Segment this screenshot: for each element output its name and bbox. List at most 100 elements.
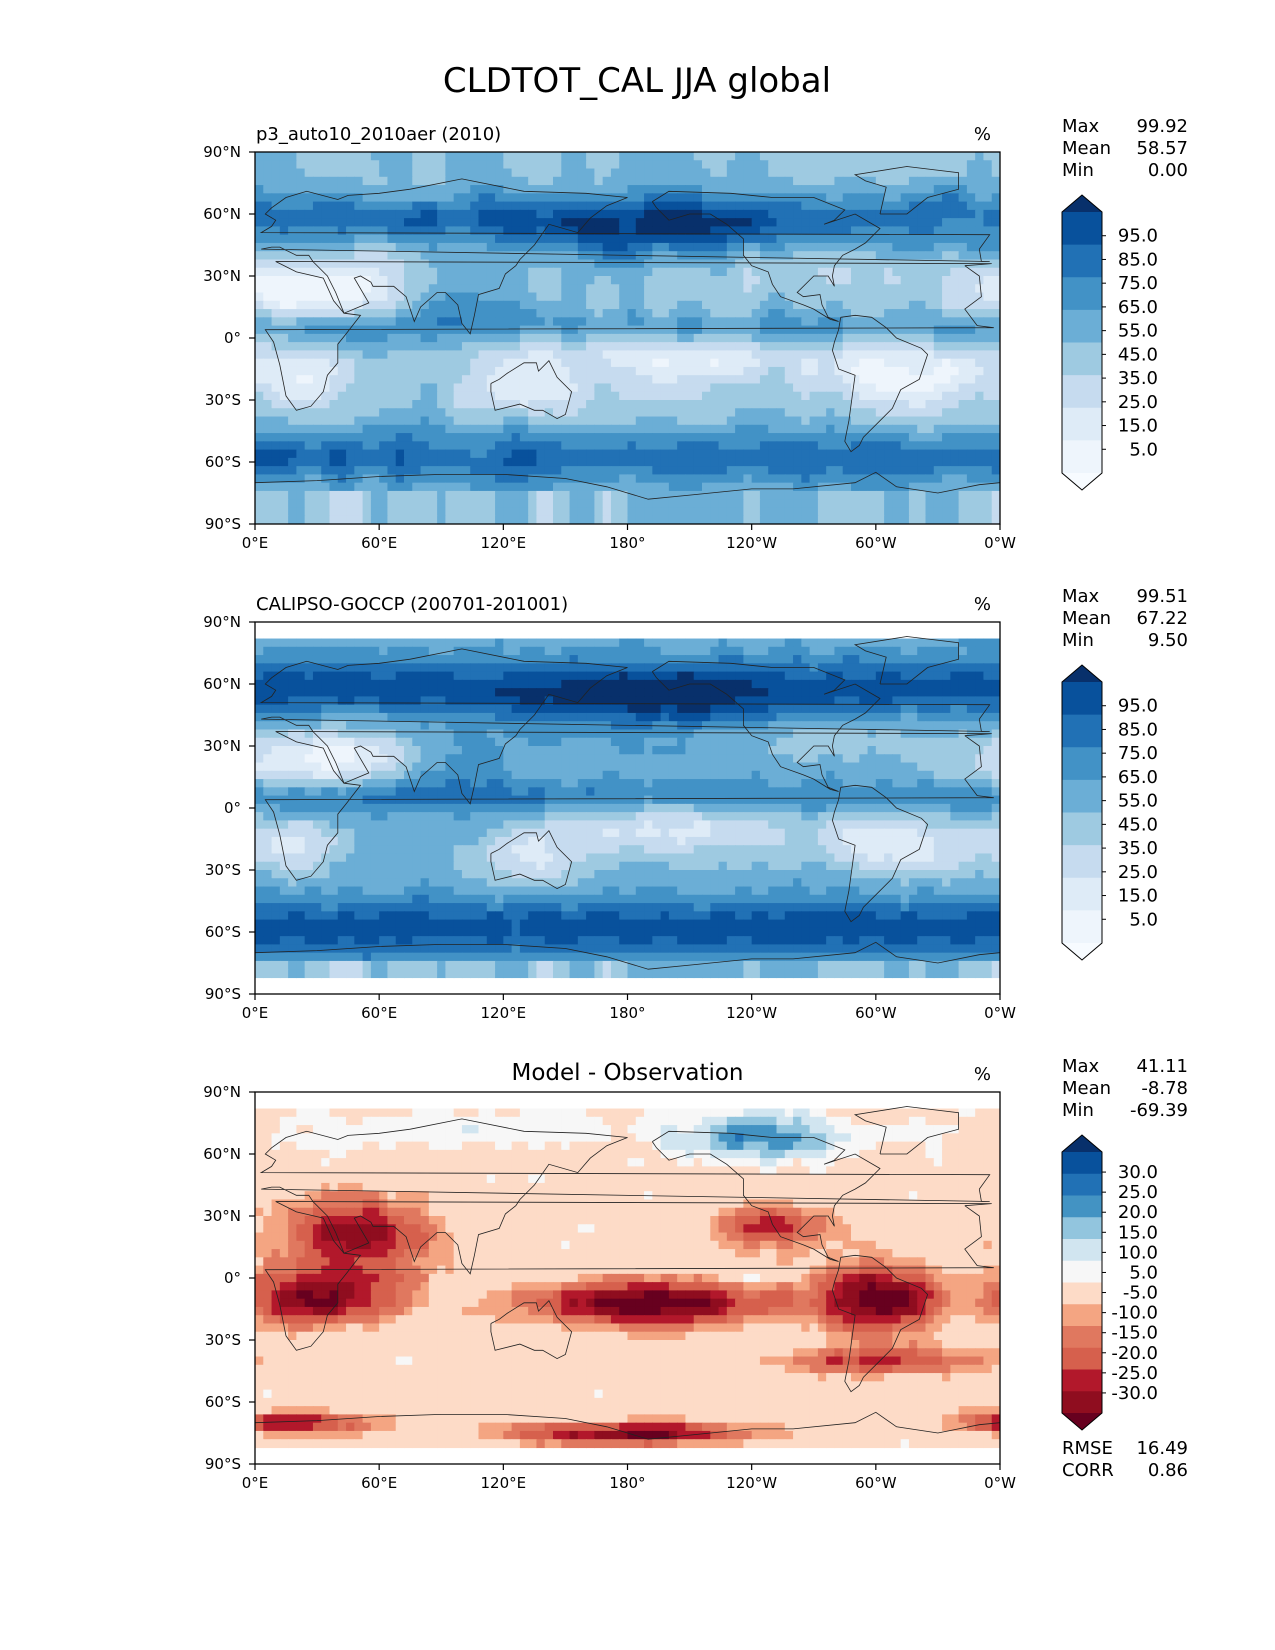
colorbar-tick-label: 85.0 <box>1118 719 1158 740</box>
colorbar-segment <box>1062 747 1102 781</box>
coastline <box>853 1106 959 1155</box>
y-tick-label: 60°N <box>203 205 241 223</box>
stat-value: 58.57 <box>1136 138 1188 159</box>
x-tick-label: 120°E <box>481 534 527 552</box>
x-tick-label: 60°E <box>361 534 397 552</box>
x-tick-label: 0°E <box>242 1474 269 1492</box>
colorbar-segment <box>1062 1239 1102 1262</box>
coastline <box>490 1300 573 1360</box>
y-tick-label: 0° <box>224 329 241 347</box>
map-field <box>255 638 1000 979</box>
map-field <box>255 152 1000 524</box>
y-tick-label: 30°N <box>203 267 241 285</box>
y-tick-label: 30°S <box>205 1331 241 1349</box>
y-tick-label: 60°N <box>203 675 241 693</box>
colorbar-segment <box>1062 1260 1102 1283</box>
stat-value: 67.22 <box>1136 608 1188 629</box>
y-tick-label: 90°S <box>205 985 241 1003</box>
coastline <box>259 178 991 335</box>
colorbar-tick-label: 45.0 <box>1118 814 1158 835</box>
x-tick-label: 120°E <box>481 1004 527 1022</box>
coastline <box>831 1254 929 1393</box>
colorbar-segment <box>1062 779 1102 814</box>
colorbar-segment <box>1062 1282 1102 1305</box>
colorbar-segment <box>1062 440 1102 474</box>
colorbar: 95.085.0 75.0 65.0 55.045.0 35.0 25.0 15.05.0 <box>1061 194 1158 491</box>
coastline <box>853 636 959 685</box>
stat-label: Min <box>1062 630 1094 651</box>
colorbar-tick-label: 55.0 <box>1118 321 1158 342</box>
colorbar-segment <box>1062 1195 1102 1218</box>
stat-label: Mean <box>1062 608 1111 629</box>
coastline <box>490 360 573 420</box>
coastline <box>651 1130 881 1262</box>
x-tick-label: 0°W <box>984 534 1016 552</box>
map-field <box>255 1108 1000 1449</box>
coastlines <box>255 166 1000 500</box>
coastline <box>490 830 573 890</box>
colorbar-tick-label: -25.0 <box>1111 1363 1158 1384</box>
y-tick-label: 90°S <box>205 515 241 533</box>
stat-label: Min <box>1062 160 1094 181</box>
stat-label: Max <box>1062 586 1100 607</box>
colorbar-segment <box>1062 682 1102 716</box>
colorbar-tick-label: 5.0 <box>1129 909 1158 930</box>
map-panel-1: 0°E 60°E 120°E 180° 120°W 60°W 0°W 90°N 60°N 30°N… <box>203 116 1188 552</box>
y-tick-label: 90°N <box>203 143 241 161</box>
colorbar-segment <box>1062 812 1102 846</box>
stat-value: 0.00 <box>1148 160 1188 181</box>
stat-value: 9.50 <box>1148 630 1188 651</box>
x-tick-label: 60°E <box>361 1474 397 1492</box>
y-tick-label: 30°S <box>205 391 241 409</box>
coastlines <box>255 636 1000 970</box>
colorbar-extend-bottom <box>1062 943 1102 960</box>
coastline <box>255 471 1000 500</box>
colorbar-segment <box>1062 1369 1102 1392</box>
y-tick-label: 30°N <box>203 737 241 755</box>
colorbar-tick-label: 15.0 <box>1118 886 1158 907</box>
y-tick-label: 0° <box>224 799 241 817</box>
colorbar-tick-label: 15.0 <box>1118 416 1158 437</box>
panel-title: CALIPSO-GOCCP (200701-201001) <box>256 594 568 615</box>
colorbar-segment <box>1062 1173 1102 1196</box>
colorbar-tick-label: 25.0 <box>1118 1182 1158 1203</box>
colorbar-tick-label: 10.0 <box>1118 1242 1158 1263</box>
coastline <box>255 1411 1000 1440</box>
colorbar-segment <box>1062 714 1102 748</box>
colorbar-tick-label: 95.0 <box>1118 696 1158 717</box>
stat-value: 41.11 <box>1136 1056 1188 1077</box>
units-label: % <box>974 124 991 145</box>
colorbar-tick-label: 25.0 <box>1118 862 1158 883</box>
x-tick-label: 120°W <box>726 1004 777 1022</box>
coastline <box>651 190 881 322</box>
stat-label: Mean <box>1062 1078 1111 1099</box>
units-label: % <box>974 594 991 615</box>
colorbar-tick-label: 75.0 <box>1118 273 1158 294</box>
stat-label: Mean <box>1062 138 1111 159</box>
panel-title: Model - Observation <box>511 1060 743 1086</box>
y-tick-label: 90°S <box>205 1455 241 1473</box>
colorbar-segment <box>1062 375 1102 409</box>
colorbar-tick-label: 5.0 <box>1129 439 1158 460</box>
colorbar-segment <box>1062 244 1102 278</box>
colorbar: 95.085.0 75.0 65.0 55.045.0 35.0 25.0 15.05.0 <box>1061 664 1158 961</box>
colorbar-outline <box>1061 194 1103 491</box>
colorbar: 30.025.020.015.010.05.0-5.0-10.0-15.0-20… <box>1061 1134 1158 1431</box>
metric-label: CORR <box>1062 1460 1114 1481</box>
coastline <box>831 784 929 923</box>
y-tick-label: 60°S <box>205 923 241 941</box>
coastline <box>853 166 959 215</box>
colorbar-tick-label: 15.0 <box>1118 1222 1158 1243</box>
metric-value: 16.49 <box>1136 1438 1188 1459</box>
stat-label: Min <box>1062 1100 1094 1121</box>
coastline <box>651 660 881 792</box>
colorbar-tick-label: 25.0 <box>1118 392 1158 413</box>
x-tick-label: 0°W <box>984 1474 1016 1492</box>
y-tick-label: 90°N <box>203 1083 241 1101</box>
colorbar-segment <box>1062 1326 1102 1349</box>
colorbar-tick-label: 5.0 <box>1129 1262 1158 1283</box>
x-tick-label: 0°E <box>242 534 269 552</box>
colorbar-tick-label: -20.0 <box>1111 1343 1158 1364</box>
y-tick-label: 0° <box>224 1269 241 1287</box>
